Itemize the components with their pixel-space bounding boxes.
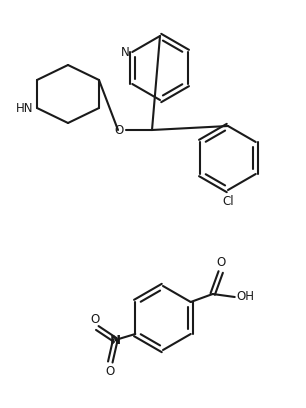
Text: OH: OH [237, 290, 255, 304]
Text: N: N [110, 333, 121, 346]
Text: Cl: Cl [222, 195, 234, 208]
Text: O: O [216, 256, 225, 269]
Text: O: O [114, 124, 124, 137]
Text: O: O [106, 365, 115, 378]
Text: O: O [91, 313, 100, 326]
Text: N: N [121, 46, 129, 58]
Text: HN: HN [16, 102, 33, 115]
